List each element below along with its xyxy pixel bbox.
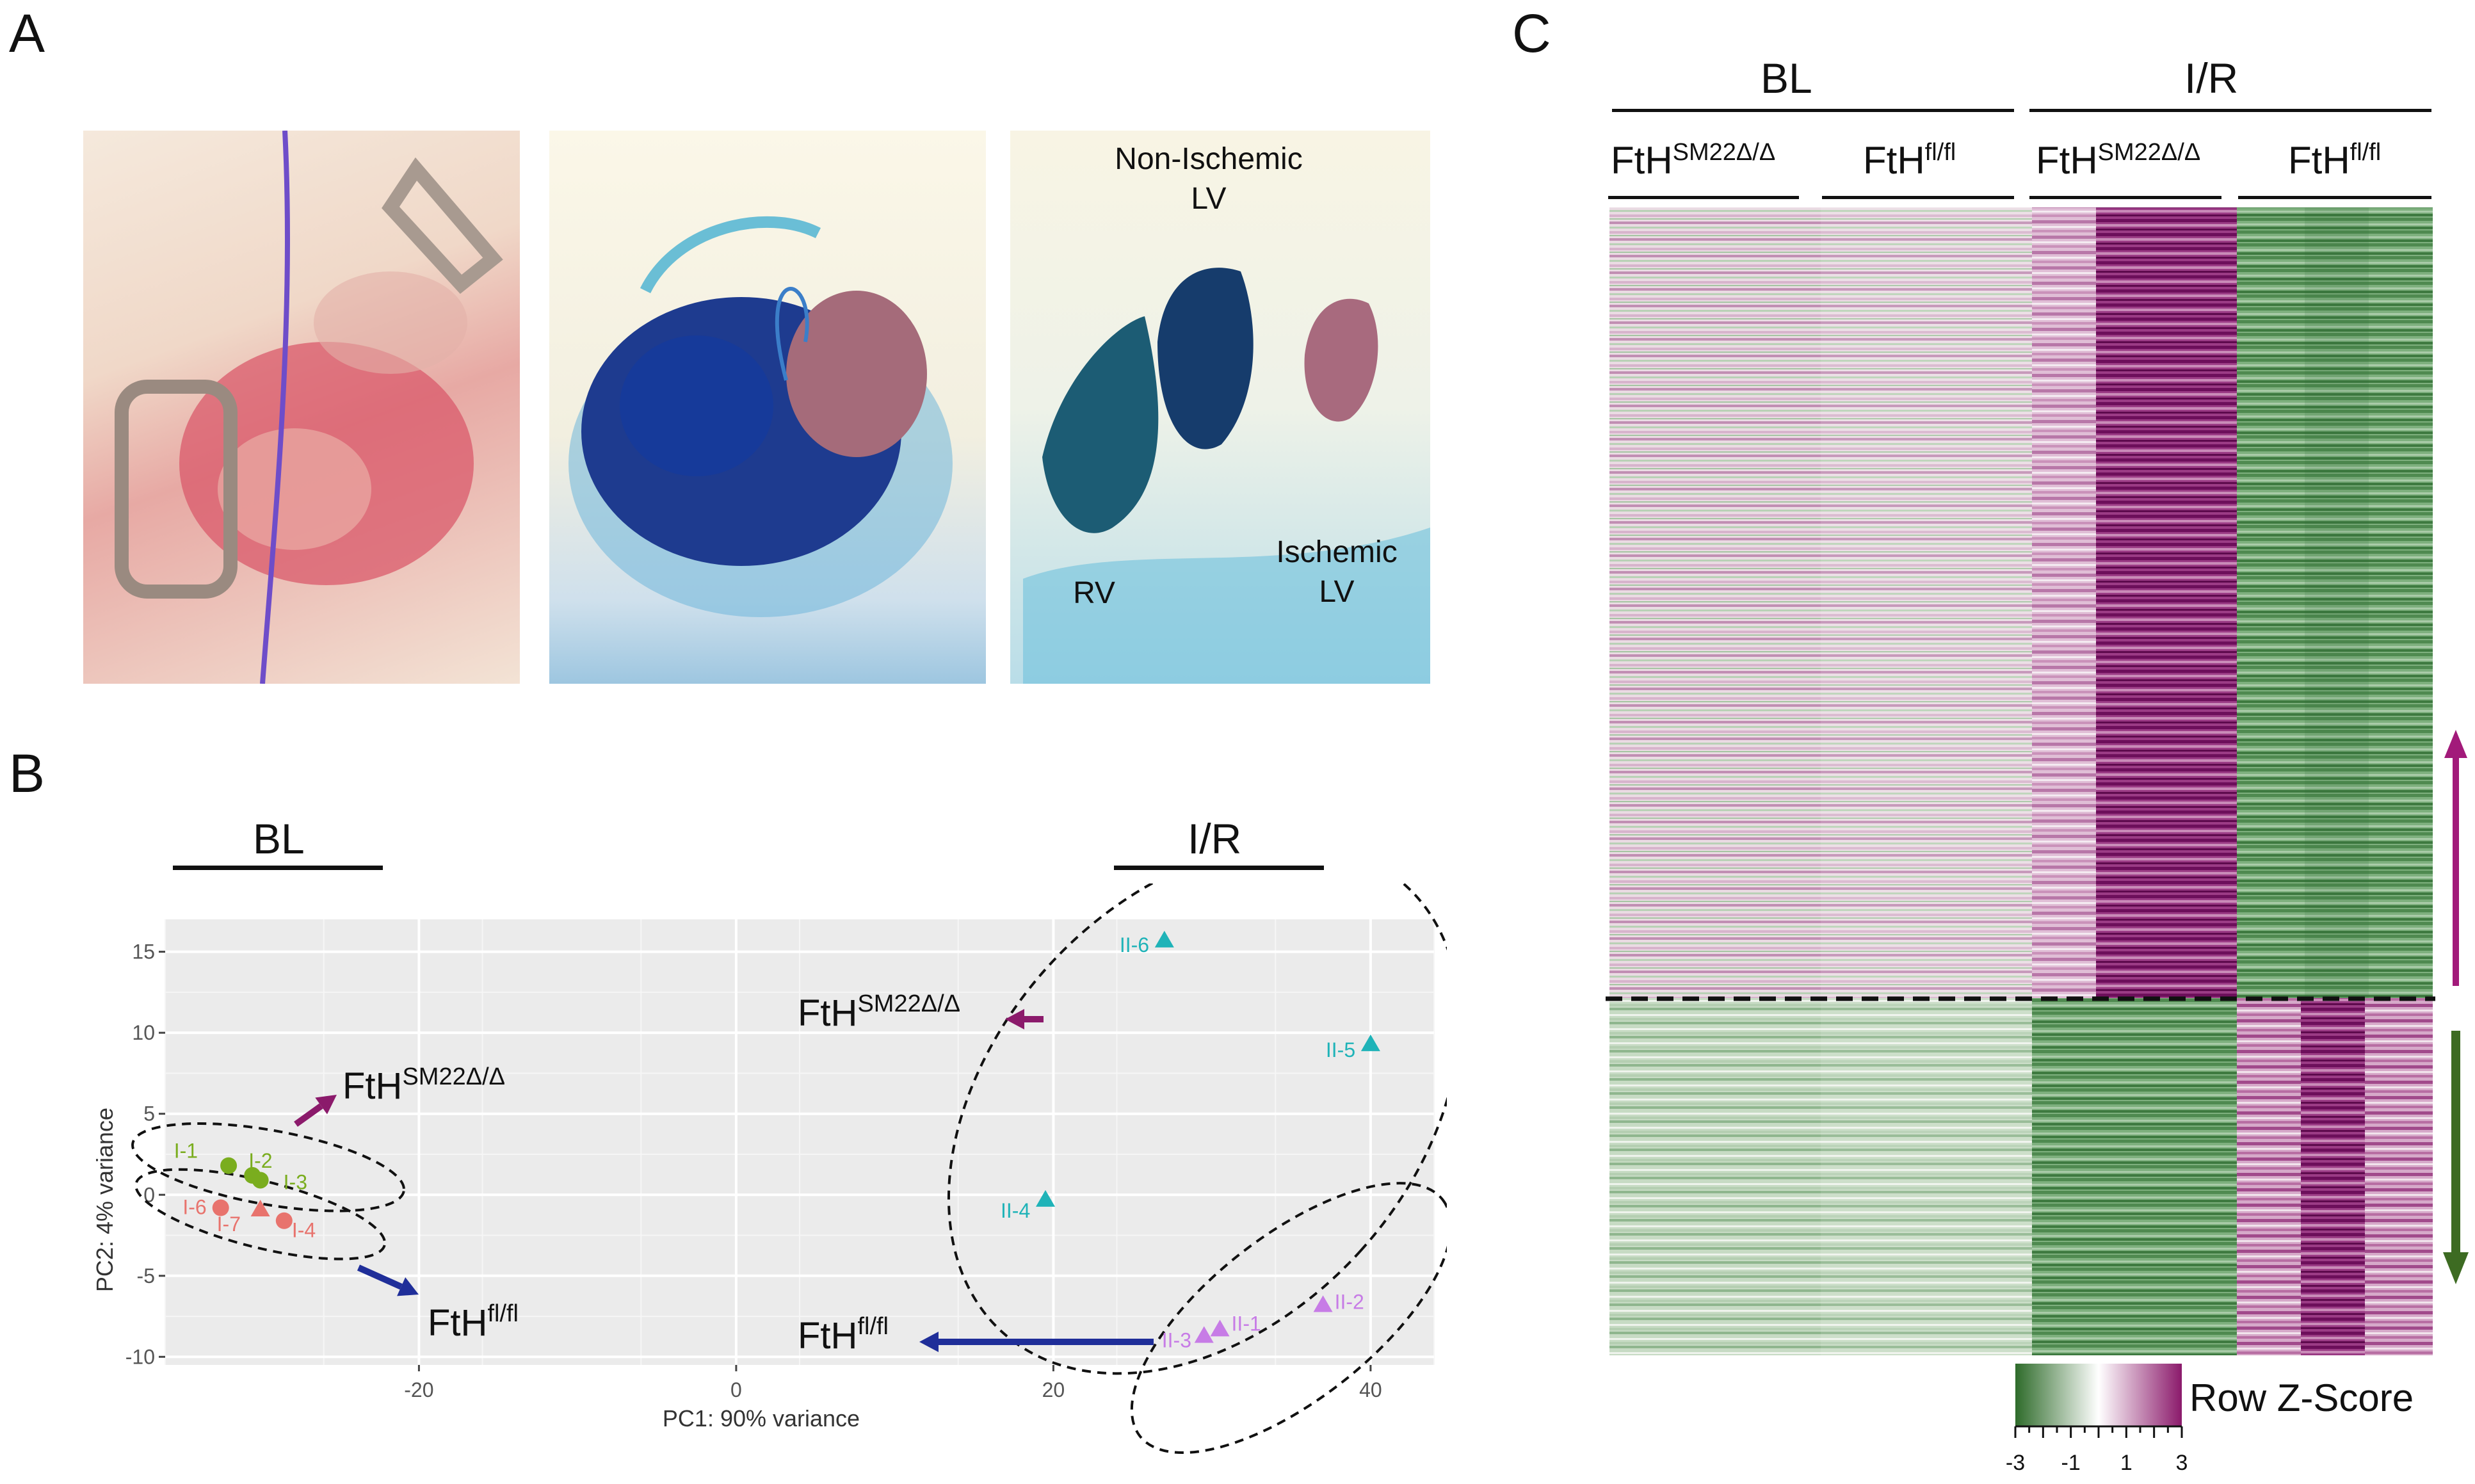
z-score-tick-label: -3: [2006, 1451, 2025, 1475]
column-group-4-base: FtH: [2288, 139, 2350, 182]
z-score-color-bar: [2015, 1364, 2182, 1426]
heatmap-group-line-ir: [2029, 109, 2431, 112]
pca-annotation-arrow-4: [919, 1332, 1154, 1352]
pca-point-label-i-3: I-3: [284, 1170, 307, 1193]
row-z-score-legend: -3 -1 1 3 Row Z-Score: [2006, 1364, 2414, 1475]
column-group-1-sup: SM22Δ/Δ: [1672, 139, 1776, 166]
pca-point-label-ii-2: II-2: [1335, 1290, 1364, 1313]
pca-x-tick-label: 20: [1042, 1378, 1065, 1401]
column-group-1-base: FtH: [1611, 139, 1673, 182]
pca-y-tick-label: 10: [132, 1021, 155, 1044]
pca-annotation-label-4: FtHfl/fl: [798, 1313, 889, 1357]
pca-point-label-ii-4: II-4: [1001, 1199, 1030, 1222]
stained-heart-photo: [549, 131, 986, 684]
z-score-tick-label: 3: [2176, 1451, 2188, 1475]
column-group-2-sup: fl/fl: [1924, 139, 1956, 166]
panel-letter-c: C: [1512, 3, 1551, 63]
heart-slices-photo: Non-Ischemic LV RV Ischemic LV: [1010, 131, 1430, 684]
heatmap: [1606, 207, 2435, 1355]
pca-point-label-i-2: I-2: [248, 1149, 272, 1172]
pca-group-line-ir: [1114, 866, 1324, 870]
z-score-legend-title: Row Z-Score: [2189, 1376, 2414, 1419]
pca-point-label-ii-5: II-5: [1326, 1038, 1355, 1061]
pca-y-axis-label: PC2: 4% variance: [92, 1108, 118, 1292]
column-group-3-sup: SM22Δ/Δ: [2097, 139, 2201, 166]
upregulated-arrow: [2444, 730, 2467, 986]
rv-label: RV: [1073, 576, 1115, 610]
pca-annotation-arrow-1: [294, 1095, 337, 1127]
heatmap-column-line-2: [1822, 196, 2014, 199]
heatmap-column-group-1: FtHSM22Δ/Δ: [1611, 138, 1775, 182]
pca-annotation-label-2: FtHfl/fl: [428, 1300, 519, 1344]
pca-group-label-ir: I/R: [1188, 815, 1242, 862]
pca-point-i-7: [250, 1200, 270, 1217]
pca-group-label-bl: BL: [253, 815, 305, 862]
pca-point-i-3: [252, 1172, 269, 1189]
pca-point-i-6: [212, 1199, 229, 1216]
pca-point-i-4: [275, 1212, 293, 1229]
stained-heart-drawing: [568, 216, 953, 617]
non-ischemic-label-line2: LV: [1191, 182, 1227, 216]
heatmap-side-arrows: [2443, 730, 2469, 1284]
surgery-photo: [83, 131, 520, 684]
z-score-tick-label: 1: [2120, 1451, 2132, 1475]
heatmap-column-line-4: [2238, 196, 2431, 199]
pca-point-ii-4: [1036, 1190, 1056, 1207]
non-ischemic-label-line1: Non-Ischemic: [1115, 142, 1303, 176]
column-group-4-sup: fl/fl: [2350, 139, 2382, 166]
ischemic-label-line2: LV: [1319, 575, 1355, 609]
z-score-tick-label: -1: [2061, 1451, 2081, 1475]
pca-point-label-ii-1: II-1: [1232, 1312, 1261, 1335]
pca-y-tick-label: 5: [143, 1102, 155, 1125]
pca-point-ii-5: [1360, 1034, 1380, 1051]
heatmap-upper-block: [1609, 207, 2433, 998]
pca-y-tick-label: 15: [132, 940, 155, 964]
cluster-ellipse-ii-lower: [1130, 1182, 1447, 1455]
column-group-3-base: FtH: [2036, 139, 2098, 182]
pca-point-ii-1: [1210, 1319, 1230, 1337]
heatmap-group-label-bl: BL: [1761, 54, 1812, 102]
pca-annotation-arrow-3: [1005, 1009, 1044, 1029]
non-ischemic-label: Non-Ischemic LV: [1093, 140, 1324, 220]
pca-x-axis-label: PC1: 90% variance: [663, 1405, 860, 1432]
pca-point-ii-3: [1194, 1326, 1214, 1343]
pca-y-tick-label: -10: [125, 1345, 155, 1368]
pca-x-tick-label: -20: [404, 1378, 433, 1401]
pca-point-label-i-4: I-4: [292, 1219, 316, 1242]
cluster-ellipse-i-upper: [131, 1122, 406, 1213]
pca-point-label-i-6: I-6: [182, 1196, 206, 1219]
column-group-2-base: FtH: [1863, 139, 1925, 182]
heatmap-column-group-4: FtHfl/fl: [2288, 138, 2381, 182]
heatmap-lower-block: [1609, 998, 2433, 1355]
downregulated-arrow: [2443, 1031, 2469, 1284]
panel-letter-a: A: [9, 3, 45, 63]
panel-letter-b: B: [9, 743, 45, 803]
ischemic-label-line1: Ischemic: [1276, 535, 1398, 569]
pca-annotation-label-1: FtHSM22Δ/Δ: [343, 1063, 505, 1107]
pca-point-label-i-1: I-1: [174, 1140, 198, 1163]
pca-group-line-bl: [173, 866, 383, 870]
pca-point-ii-2: [1313, 1295, 1333, 1312]
surgery-photo-drawing: [115, 131, 503, 684]
heatmap-column-group-2: FtHfl/fl: [1863, 138, 1956, 182]
pca-x-tick-label: 40: [1359, 1378, 1382, 1401]
pca-point-label-ii-6: II-6: [1120, 933, 1149, 956]
cluster-ellipse-ii-upper: [947, 883, 1447, 1375]
heatmap-group-label-ir: I/R: [2184, 54, 2239, 102]
pca-point-i-1: [220, 1157, 238, 1174]
heatmap-column-line-1: [1608, 196, 1799, 199]
pca-x-tick-label: 0: [730, 1378, 742, 1401]
ischemic-label: Ischemic LV: [1254, 533, 1420, 613]
pca-annotation-arrow-2: [357, 1264, 419, 1296]
pca-y-tick-label: -5: [137, 1264, 155, 1287]
heatmap-column-line-3: [2029, 196, 2221, 199]
pca-point-label-i-7: I-7: [217, 1213, 241, 1236]
pca-point-ii-6: [1154, 930, 1174, 948]
pca-annotation-label-3: FtHSM22Δ/Δ: [798, 990, 960, 1034]
pca-point-label-ii-3: II-3: [1162, 1328, 1191, 1351]
heart-slices-drawing: [1023, 268, 1430, 684]
heatmap-group-line-bl: [1612, 109, 2014, 112]
heatmap-column-group-3: FtHSM22Δ/Δ: [2036, 138, 2200, 182]
